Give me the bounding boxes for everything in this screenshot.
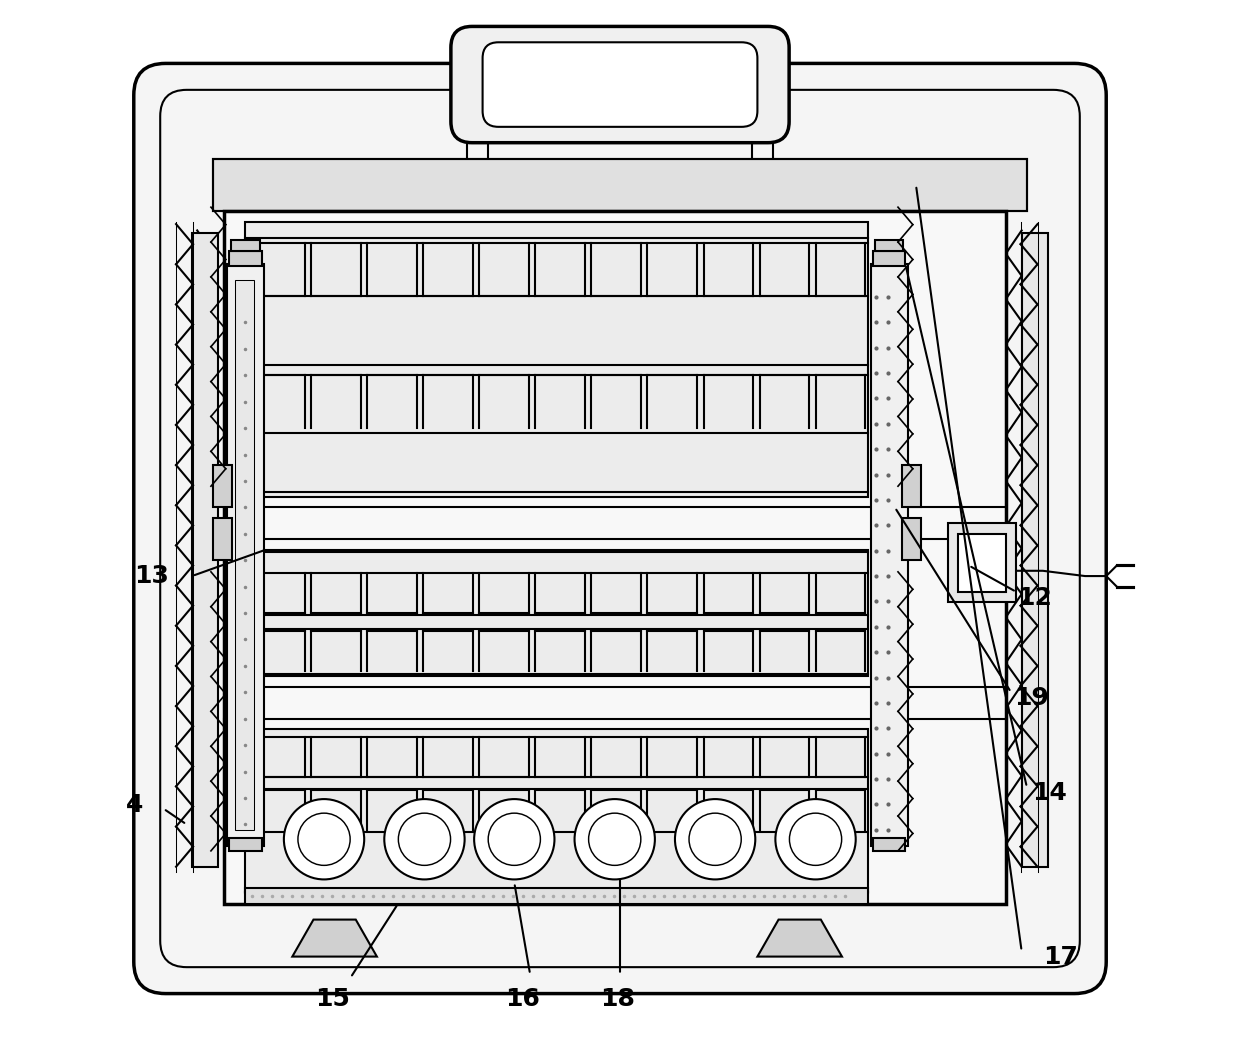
Bar: [870, 264, 908, 846]
Text: 19: 19: [1014, 686, 1049, 709]
Circle shape: [790, 813, 842, 866]
Circle shape: [775, 799, 856, 879]
Bar: [873, 251, 905, 266]
Circle shape: [589, 813, 641, 866]
Bar: [213, 159, 1027, 211]
Bar: [244, 222, 868, 497]
Polygon shape: [758, 920, 842, 957]
Circle shape: [398, 813, 450, 866]
Text: 18: 18: [600, 987, 635, 1012]
Bar: [244, 888, 868, 904]
Bar: [903, 465, 921, 507]
Text: 14: 14: [1032, 781, 1068, 804]
Circle shape: [489, 813, 541, 866]
Text: 4: 4: [126, 794, 144, 817]
Bar: [227, 264, 264, 846]
Bar: [1022, 233, 1048, 867]
Circle shape: [284, 799, 365, 879]
FancyBboxPatch shape: [451, 26, 789, 143]
Bar: [947, 523, 1017, 602]
Bar: [213, 159, 1027, 211]
Bar: [229, 838, 262, 851]
Circle shape: [474, 799, 554, 879]
FancyBboxPatch shape: [134, 63, 1106, 994]
Circle shape: [298, 813, 350, 866]
Bar: [213, 465, 232, 507]
Circle shape: [675, 799, 755, 879]
Bar: [903, 518, 921, 560]
Text: 15: 15: [315, 987, 350, 1012]
Text: 17: 17: [1043, 945, 1078, 968]
Circle shape: [574, 799, 655, 879]
Circle shape: [689, 813, 742, 866]
FancyBboxPatch shape: [482, 42, 758, 127]
Text: 12: 12: [1018, 587, 1053, 610]
Bar: [466, 111, 487, 169]
Bar: [192, 233, 218, 867]
Circle shape: [384, 799, 465, 879]
Bar: [223, 211, 1006, 904]
Bar: [244, 729, 868, 893]
Bar: [229, 251, 262, 266]
Bar: [244, 550, 868, 676]
Bar: [959, 534, 1006, 592]
Polygon shape: [293, 920, 377, 957]
Bar: [873, 838, 905, 851]
Bar: [231, 240, 259, 251]
Text: 16: 16: [506, 987, 541, 1012]
Bar: [213, 518, 232, 560]
Bar: [753, 111, 774, 169]
Text: 13: 13: [134, 564, 169, 588]
Bar: [236, 280, 254, 830]
Bar: [874, 240, 903, 251]
